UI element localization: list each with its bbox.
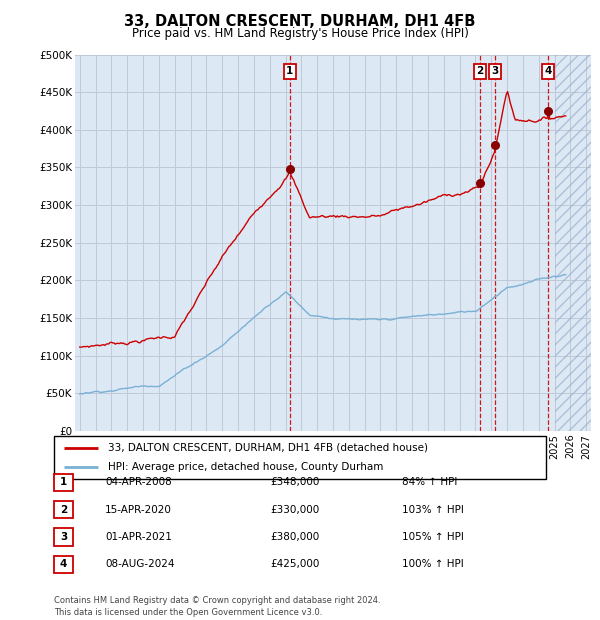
Bar [554,55,591,431]
Text: £348,000: £348,000 [270,477,319,487]
Text: 2: 2 [476,66,484,76]
Text: £425,000: £425,000 [270,559,319,569]
Text: 1: 1 [60,477,67,487]
Text: 1: 1 [286,66,293,76]
Text: 2: 2 [60,505,67,515]
Text: 04-APR-2008: 04-APR-2008 [105,477,172,487]
Bar [554,55,591,431]
Text: 4: 4 [60,559,67,569]
Text: 01-APR-2021: 01-APR-2021 [105,532,172,542]
Text: 08-AUG-2024: 08-AUG-2024 [105,559,175,569]
Text: 100% ↑ HPI: 100% ↑ HPI [402,559,464,569]
Text: 15-APR-2020: 15-APR-2020 [105,505,172,515]
Text: Contains HM Land Registry data © Crown copyright and database right 2024.
This d: Contains HM Land Registry data © Crown c… [54,596,380,617]
Text: HPI: Average price, detached house, County Durham: HPI: Average price, detached house, Coun… [108,463,383,472]
Text: 4: 4 [544,66,552,76]
Text: 33, DALTON CRESCENT, DURHAM, DH1 4FB: 33, DALTON CRESCENT, DURHAM, DH1 4FB [124,14,476,29]
Text: 33, DALTON CRESCENT, DURHAM, DH1 4FB (detached house): 33, DALTON CRESCENT, DURHAM, DH1 4FB (de… [108,443,428,453]
Text: Price paid vs. HM Land Registry's House Price Index (HPI): Price paid vs. HM Land Registry's House … [131,27,469,40]
Text: 103% ↑ HPI: 103% ↑ HPI [402,505,464,515]
Text: £380,000: £380,000 [270,532,319,542]
Text: £330,000: £330,000 [270,505,319,515]
Text: 3: 3 [60,532,67,542]
Text: 105% ↑ HPI: 105% ↑ HPI [402,532,464,542]
Text: 84% ↑ HPI: 84% ↑ HPI [402,477,457,487]
Text: 3: 3 [491,66,499,76]
